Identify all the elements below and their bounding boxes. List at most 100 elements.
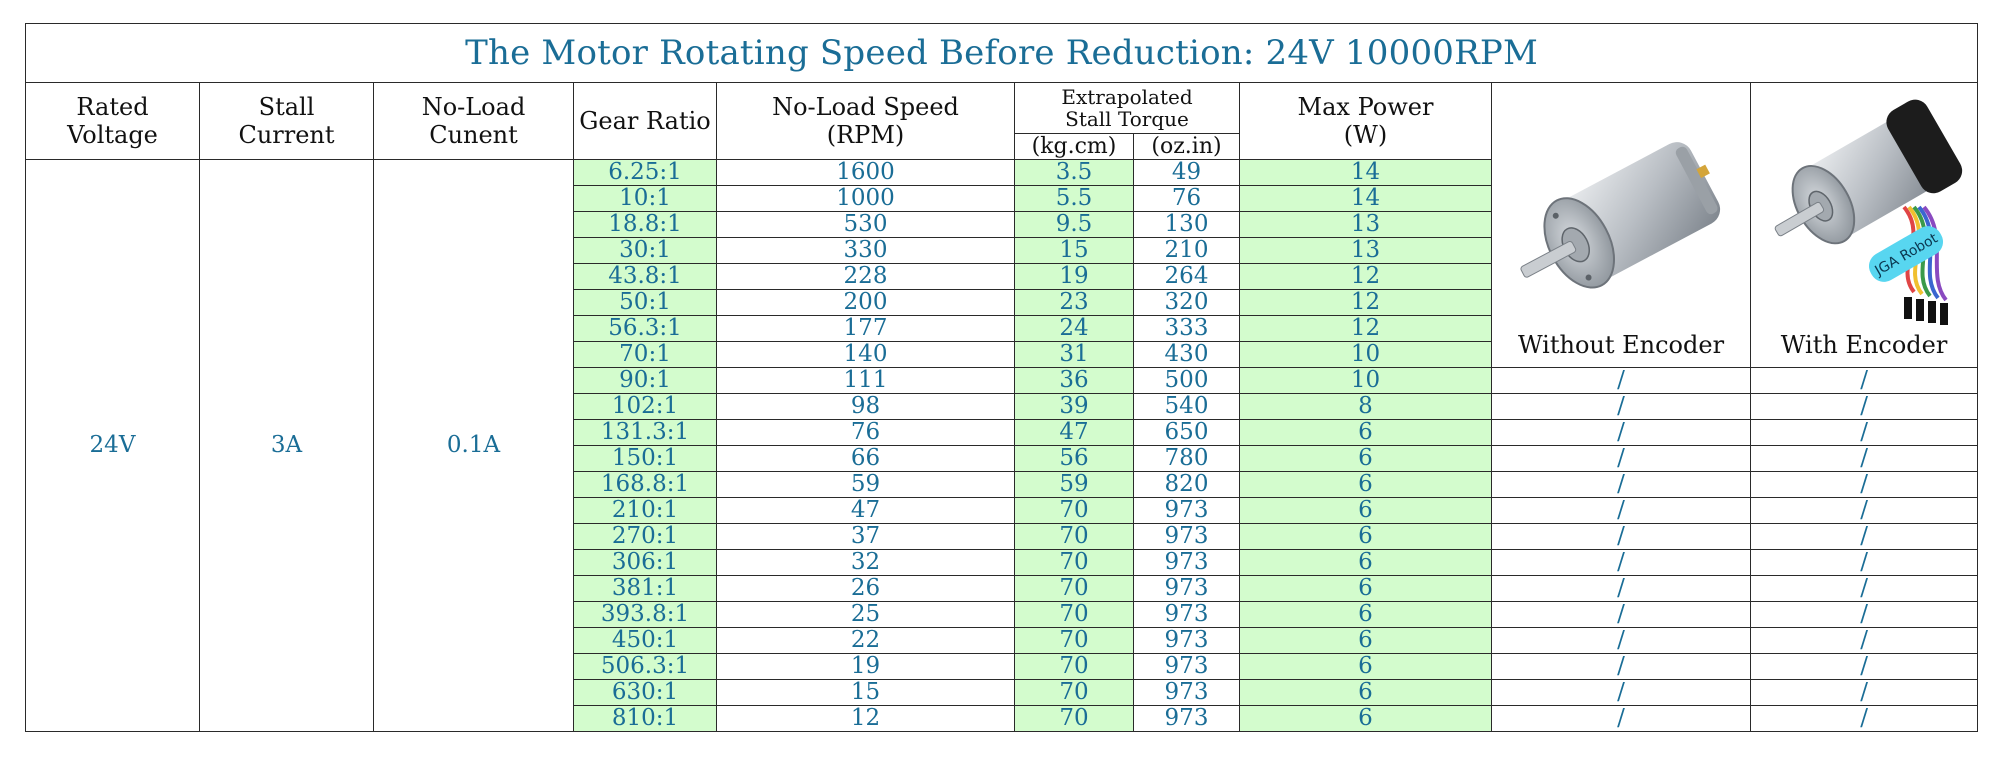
with-encoder-availability: / [1749,575,1979,602]
table-row: 810:1 12 70 973 6// [26,705,1979,732]
with-encoder-availability: / [1749,497,1979,524]
speed-cell: 76 [716,419,1015,446]
max-power-cell: 13 [1239,211,1492,238]
torque-kgcm-cell: 15 [1014,237,1134,264]
with-encoder-availability: / [1749,601,1979,628]
torque-kgcm-cell: 70 [1014,705,1134,732]
table-row: 506.3:1 19 70 973 6// [26,653,1979,680]
max-power-cell: 6 [1239,653,1492,680]
table-row: 131.3:1 76 47 650 6// [26,419,1979,446]
torque-kgcm-cell: 47 [1014,419,1134,446]
without-encoder-caption: Without Encoder [1517,331,1725,359]
without-encoder-availability: / [1491,445,1751,472]
speed-cell: 140 [716,341,1015,368]
torque-ozin-cell: 973 [1133,705,1240,732]
gear-ratio-cell: 168.8:1 [573,471,717,498]
torque-ozin-cell: 540 [1133,393,1240,420]
max-power-cell: 6 [1239,419,1492,446]
torque-ozin-cell: 973 [1133,601,1240,628]
header-no-load-current-line1: No-Load [421,93,526,121]
speed-cell: 1600 [716,159,1015,186]
speed-cell: 66 [716,445,1015,472]
table-row: 630:1 15 70 973 6// [26,679,1979,706]
motor-with-encoder-image: JGA Robot [1774,99,1963,325]
torque-kgcm-cell: 9.5 [1014,211,1134,238]
torque-ozin-cell: 500 [1133,367,1240,394]
torque-ozin-cell: 780 [1133,445,1240,472]
torque-ozin-cell: 76 [1133,185,1240,212]
header-max-power-line2: (W) [1343,121,1388,149]
motor-without-encoder-image [1520,142,1721,289]
max-power-cell: 6 [1239,627,1492,654]
max-power-cell: 10 [1239,367,1492,394]
speed-cell: 228 [716,263,1015,290]
max-power-cell: 6 [1239,445,1492,472]
torque-ozin-cell: 973 [1133,523,1240,550]
gear-ratio-cell: 70:1 [573,341,717,368]
gear-ratio-cell: 270:1 [573,523,717,550]
table-row: 43.8:1 228 19 264 12 [26,263,1978,290]
header-no-load-current: No-Load Cunent [373,82,574,160]
with-encoder-cell: JGA Robot With Encoder [1749,82,1979,368]
speed-cell: 59 [716,471,1015,498]
title-row: The Motor Rotating Speed Before Reductio… [24,23,1979,83]
rated-voltage-value: 24V [25,159,200,732]
torque-ozin-cell: 210 [1133,237,1240,264]
table-title: The Motor Rotating Speed Before Reductio… [24,23,1979,83]
speed-cell: 530 [716,211,1015,238]
speed-cell: 330 [716,237,1015,264]
table-row: 50:1 200 23 320 12 [26,289,1978,316]
torque-kgcm-cell: 70 [1014,601,1134,628]
torque-kgcm-cell: 56 [1014,445,1134,472]
header-stall-current-line1: Stall [258,93,315,121]
speed-cell: 22 [716,627,1015,654]
gear-ratio-cell: 630:1 [573,679,717,706]
header-gear-ratio: Gear Ratio [573,82,717,160]
with-encoder-availability: / [1749,419,1979,446]
torque-kgcm-cell: 70 [1014,523,1134,550]
speed-cell: 98 [716,393,1015,420]
gear-ratio-cell: 6.25:1 [573,159,717,186]
header-no-load-speed-line2: (RPM) [826,121,905,149]
table-row: 306:1 32 70 973 6// [26,549,1979,576]
gear-ratio-cell: 131.3:1 [573,419,717,446]
without-encoder-figure: Without Encoder [1493,137,1750,359]
max-power-cell: 12 [1239,315,1492,342]
speed-cell: 25 [716,601,1015,628]
torque-ozin-cell: 333 [1133,315,1240,342]
torque-kgcm-cell: 24 [1014,315,1134,342]
header-row-1: Rated Voltage Stall Current No-Load Cune… [25,82,1979,368]
without-encoder-availability: / [1491,627,1751,654]
gear-ratio-cell: 810:1 [573,705,717,732]
no-load-current-value: 0.1A [373,159,574,732]
with-encoder-availability: / [1749,523,1979,550]
torque-kgcm-cell: 39 [1014,393,1134,420]
with-encoder-availability: / [1749,393,1979,420]
with-encoder-availability: / [1749,549,1979,576]
max-power-cell: 6 [1239,705,1492,732]
torque-kgcm-cell: 70 [1014,575,1134,602]
with-encoder-caption: With Encoder [1780,331,1948,359]
speed-cell: 200 [716,289,1015,316]
gear-ratio-cell: 210:1 [573,497,717,524]
max-power-cell: 6 [1239,549,1492,576]
header-no-load-speed: No-Load Speed (RPM) [716,82,1015,160]
without-encoder-availability: / [1491,419,1751,446]
gear-ratio-cell: 381:1 [573,575,717,602]
torque-ozin-cell: 820 [1133,471,1240,498]
max-power-cell: 12 [1239,263,1492,290]
header-torque-ozin: (oz.in) [1133,133,1240,160]
gear-ratio-cell: 506.3:1 [573,653,717,680]
max-power-cell: 14 [1239,185,1492,212]
torque-ozin-cell: 973 [1133,575,1240,602]
max-power-cell: 6 [1239,471,1492,498]
header-max-power-line1: Max Power [1297,93,1434,121]
max-power-cell: 10 [1239,341,1492,368]
torque-kgcm-cell: 70 [1014,549,1134,576]
speed-cell: 1000 [716,185,1015,212]
without-encoder-availability: / [1491,523,1751,550]
torque-ozin-cell: 430 [1133,341,1240,368]
torque-ozin-cell: 49 [1133,159,1240,186]
without-encoder-availability: / [1491,549,1751,576]
